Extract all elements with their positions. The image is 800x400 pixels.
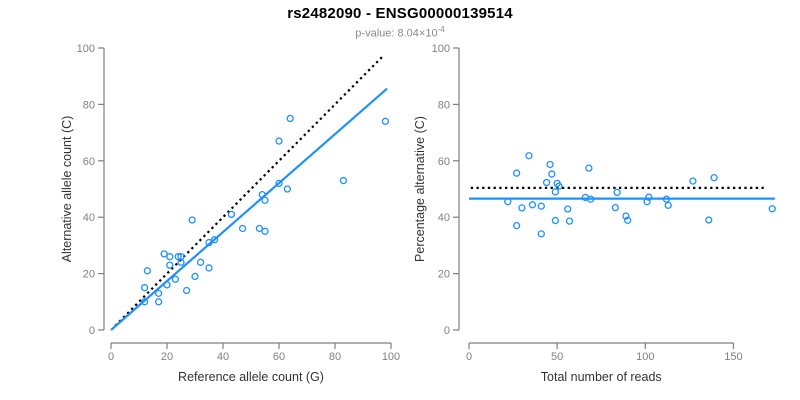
- scatter-point: [261, 227, 269, 235]
- scatter-point: [177, 258, 185, 266]
- page-title: rs2482090 - ENSG00000139514: [287, 5, 513, 22]
- scatter-point: [174, 253, 182, 261]
- scatter-point: [518, 204, 526, 212]
- x-tick-label: 100: [636, 351, 654, 363]
- scatter-point: [163, 281, 171, 289]
- scatter-point: [258, 190, 266, 199]
- scatter-point: [339, 176, 348, 185]
- x-tick-label: 40: [217, 351, 229, 363]
- x-axis-label: Reference allele count (G): [178, 370, 324, 384]
- p-value-subtitle: p-value: 8.04×10-4: [0, 25, 800, 40]
- y-tick-label: 20: [83, 269, 95, 281]
- scatter-point: [542, 178, 551, 187]
- y-axis-label: Alternative allele count (C): [60, 116, 74, 263]
- scatter-point: [205, 264, 213, 272]
- scatter-point: [154, 289, 163, 297]
- identity-line: [114, 55, 384, 327]
- x-tick-label: 20: [161, 351, 173, 363]
- scatter-point: [585, 164, 593, 172]
- scatter-point: [255, 224, 264, 233]
- scatter-point: [238, 224, 247, 233]
- scatter-point: [546, 160, 554, 169]
- scatter-point: [381, 117, 390, 125]
- scatter-point: [613, 188, 621, 197]
- allele-counts-scatter: 0 20 40 60 80 100 0 20 40 60 80 100 Reference allele…: [60, 43, 400, 384]
- scatter-point: [622, 212, 630, 220]
- scatter-point: [710, 174, 718, 182]
- scatter-point: [182, 286, 191, 295]
- scatter-point: [689, 177, 697, 185]
- x-axis-label: Total number of reads: [541, 370, 662, 384]
- x-tick-label: 80: [329, 351, 341, 363]
- x-tick-label: 150: [724, 351, 742, 363]
- scatter-point: [537, 230, 545, 238]
- y-tick-label: 40: [438, 212, 450, 224]
- percentage-vs-reads-scatter: 0 20 40 60 80 100 0 50 100 150 Total number of rea…: [413, 43, 776, 384]
- x-tick-label: 0: [108, 351, 114, 363]
- scatter-point: [210, 236, 219, 244]
- y-tick-label: 100: [77, 43, 95, 55]
- scatter-point: [664, 201, 672, 210]
- scatter-point: [140, 284, 149, 292]
- x-tick-label: 60: [273, 351, 285, 363]
- y-tick-label: 100: [432, 43, 450, 55]
- scatter-point: [191, 272, 199, 281]
- scatter-point: [512, 169, 521, 177]
- scatter-point: [261, 196, 269, 204]
- scatter-point: [662, 195, 671, 203]
- scatter-point: [160, 250, 168, 258]
- scatter-point: [551, 188, 560, 196]
- scatter-point: [611, 203, 619, 212]
- scatter-point: [196, 258, 205, 266]
- scatter-point: [188, 216, 196, 224]
- scatter-point: [551, 216, 560, 225]
- scatter-point: [705, 216, 713, 224]
- y-tick-label: 0: [89, 325, 95, 337]
- scatter-point: [528, 201, 537, 209]
- scatter-point: [564, 205, 572, 213]
- p-value-text: p-value: 8.04×10: [355, 27, 438, 40]
- fit-line: [110, 87, 388, 331]
- scatter-point: [205, 238, 213, 247]
- y-tick-label: 60: [438, 156, 450, 168]
- scatter-point: [624, 216, 632, 224]
- scatter-point: [537, 202, 545, 210]
- p-value-exponent: -4: [437, 25, 445, 34]
- scatter-point: [283, 185, 292, 193]
- scatter-point: [525, 152, 533, 160]
- y-tick-label: 80: [438, 99, 450, 111]
- y-tick-label: 80: [83, 99, 95, 111]
- scatter-point: [504, 198, 512, 206]
- scatter-point: [643, 198, 651, 206]
- scatter-point: [565, 217, 574, 225]
- figure-header: rs2482090 - ENSG00000139514 p-value: 8.0…: [0, 0, 800, 40]
- scatter-point: [768, 205, 776, 213]
- y-tick-label: 0: [444, 325, 450, 337]
- scatter-point: [275, 137, 283, 145]
- scatter-point: [275, 179, 283, 188]
- x-tick-label: 0: [466, 351, 472, 363]
- scatter-point: [555, 182, 563, 190]
- scatter-point: [581, 193, 590, 202]
- scatter-point: [143, 267, 152, 275]
- scatter-point: [512, 222, 521, 230]
- y-axis-label: Percentage alternative (C): [413, 116, 427, 262]
- scatter-point: [227, 210, 236, 219]
- scatter-point: [171, 275, 180, 283]
- scatter-point: [548, 170, 556, 178]
- x-tick-label: 50: [551, 351, 563, 363]
- y-tick-label: 60: [83, 156, 95, 168]
- scatter-point: [166, 261, 174, 269]
- scatter-point: [140, 298, 149, 306]
- y-tick-label: 40: [83, 212, 95, 224]
- scatter-point: [154, 298, 163, 306]
- y-tick-label: 20: [438, 269, 450, 281]
- scatter-point: [645, 193, 653, 201]
- scatter-point: [286, 114, 294, 123]
- scatter-point: [166, 253, 174, 261]
- x-tick-label: 100: [382, 351, 400, 363]
